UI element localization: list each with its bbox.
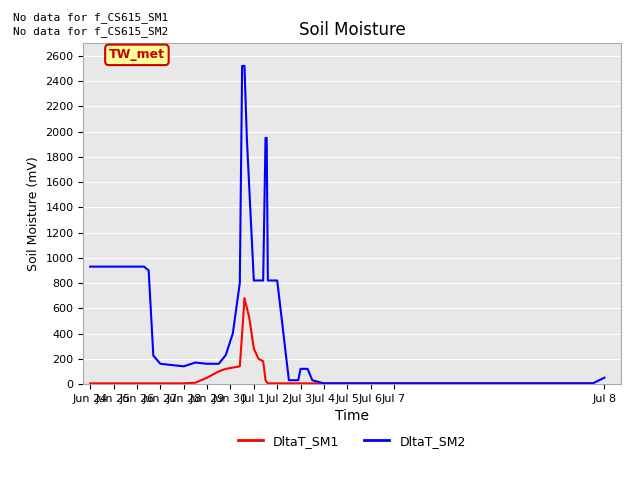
X-axis label: Time: Time: [335, 409, 369, 423]
Title: Soil Moisture: Soil Moisture: [299, 21, 405, 39]
Text: TW_met: TW_met: [109, 48, 165, 61]
Text: No data for f_CS615_SM1: No data for f_CS615_SM1: [13, 12, 168, 23]
Legend: DltaT_SM1, DltaT_SM2: DltaT_SM1, DltaT_SM2: [233, 430, 471, 453]
Text: No data for f_CS615_SM2: No data for f_CS615_SM2: [13, 26, 168, 37]
Y-axis label: Soil Moisture (mV): Soil Moisture (mV): [27, 156, 40, 271]
